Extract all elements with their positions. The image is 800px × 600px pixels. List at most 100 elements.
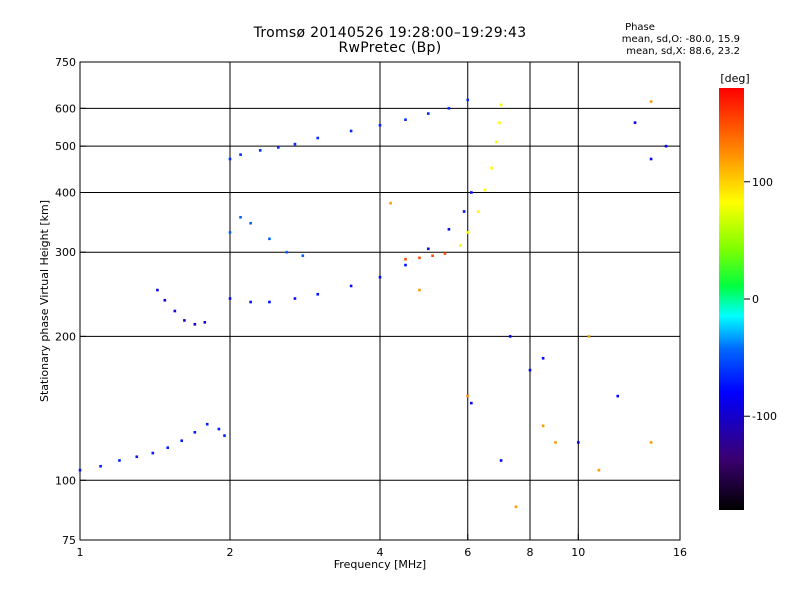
data-point xyxy=(293,142,297,146)
data-point xyxy=(483,188,487,192)
x-tick-label: 2 xyxy=(227,546,234,559)
data-point xyxy=(156,288,159,292)
colorbar-tick-label: 100 xyxy=(752,176,773,189)
data-point xyxy=(462,210,466,213)
data-point xyxy=(514,505,518,509)
data-point xyxy=(470,191,473,194)
data-point xyxy=(499,459,503,462)
data-point xyxy=(268,237,271,241)
colorbar xyxy=(719,88,744,510)
x-tick-label: 4 xyxy=(377,546,384,559)
data-point xyxy=(490,166,493,170)
colorbar-tick-label: -100 xyxy=(752,410,777,423)
data-point xyxy=(418,256,421,260)
data-point xyxy=(378,275,382,279)
data-point xyxy=(389,201,392,205)
data-point xyxy=(466,98,470,102)
data-point xyxy=(163,298,167,302)
data-points xyxy=(78,98,668,509)
data-point xyxy=(431,254,434,258)
data-point xyxy=(499,103,503,107)
data-point xyxy=(495,140,498,144)
data-point xyxy=(203,321,207,324)
x-tick-label: 10 xyxy=(571,546,585,559)
data-point xyxy=(649,441,653,444)
data-point xyxy=(228,231,232,234)
data-point xyxy=(173,309,177,313)
x-tick-label: 16 xyxy=(673,546,687,559)
y-tick-label: 200 xyxy=(55,330,76,343)
data-point xyxy=(459,244,462,247)
data-point xyxy=(135,455,139,459)
data-point xyxy=(498,121,501,124)
data-point xyxy=(576,441,580,444)
data-point xyxy=(426,112,430,115)
data-point xyxy=(293,297,297,300)
grid-lines xyxy=(80,62,680,540)
data-point xyxy=(239,215,242,219)
data-point xyxy=(508,335,512,338)
x-tick-label: 8 xyxy=(527,546,534,559)
y-axis-label: Stationary phase Virtual Height [km] xyxy=(38,200,51,402)
data-point xyxy=(649,100,653,103)
colorbar-tick-label: 0 xyxy=(752,293,759,306)
data-point xyxy=(239,153,242,156)
data-point xyxy=(528,368,532,372)
data-point xyxy=(205,422,209,426)
data-point xyxy=(217,427,221,431)
data-point xyxy=(404,263,407,267)
chart-subtitle: RwPretec (Bp) xyxy=(338,40,442,56)
data-point xyxy=(268,300,271,304)
data-point xyxy=(285,250,289,254)
data-point xyxy=(443,252,447,255)
data-point xyxy=(223,434,226,437)
data-point xyxy=(228,157,232,161)
data-point xyxy=(180,439,184,443)
data-point xyxy=(466,231,470,234)
data-point xyxy=(633,121,637,124)
y-tick-label: 300 xyxy=(55,246,76,259)
x-tick-label: 1 xyxy=(77,546,84,559)
data-point xyxy=(349,129,353,133)
data-point xyxy=(447,107,451,110)
data-point xyxy=(183,319,186,322)
data-point xyxy=(249,300,252,304)
data-point xyxy=(99,464,102,468)
data-point xyxy=(554,441,557,444)
y-tick-label: 400 xyxy=(55,186,76,199)
data-point xyxy=(316,292,320,296)
data-point xyxy=(466,394,470,398)
data-point xyxy=(664,144,668,148)
data-point xyxy=(78,468,82,472)
data-point xyxy=(426,247,430,251)
data-point xyxy=(151,451,155,455)
data-point xyxy=(276,146,280,149)
data-point xyxy=(249,221,252,225)
data-point xyxy=(228,297,232,300)
y-tick-label: 500 xyxy=(55,140,76,153)
y-tick-label: 750 xyxy=(55,56,76,69)
data-point xyxy=(258,149,262,152)
y-tick-label: 100 xyxy=(55,474,76,487)
phase-stats-x: mean, sd,X: 88.6, 23.2 xyxy=(626,46,740,57)
data-point xyxy=(316,136,320,140)
x-axis-label: Frequency [MHz] xyxy=(334,558,426,571)
data-point xyxy=(418,288,421,292)
data-point xyxy=(193,431,197,434)
data-point xyxy=(404,118,407,122)
chart-title: Tromsø 20140526 19:28:00–19:29:43 xyxy=(253,25,527,41)
data-point xyxy=(301,254,305,258)
data-point xyxy=(378,123,382,127)
data-point xyxy=(541,424,545,428)
colorbar-label: [deg] xyxy=(720,72,749,85)
data-point xyxy=(349,284,353,288)
phase-heading: Phase xyxy=(625,22,655,33)
x-tick-label: 6 xyxy=(464,546,471,559)
data-point xyxy=(587,335,591,338)
data-point xyxy=(447,228,451,231)
phase-stats-o: mean, sd,O: -80.0, 15.9 xyxy=(621,34,740,45)
y-tick-label: 75 xyxy=(62,534,76,547)
colorbar-axis: -100 0 100 xyxy=(744,176,777,423)
y-tick-label: 600 xyxy=(55,102,76,115)
